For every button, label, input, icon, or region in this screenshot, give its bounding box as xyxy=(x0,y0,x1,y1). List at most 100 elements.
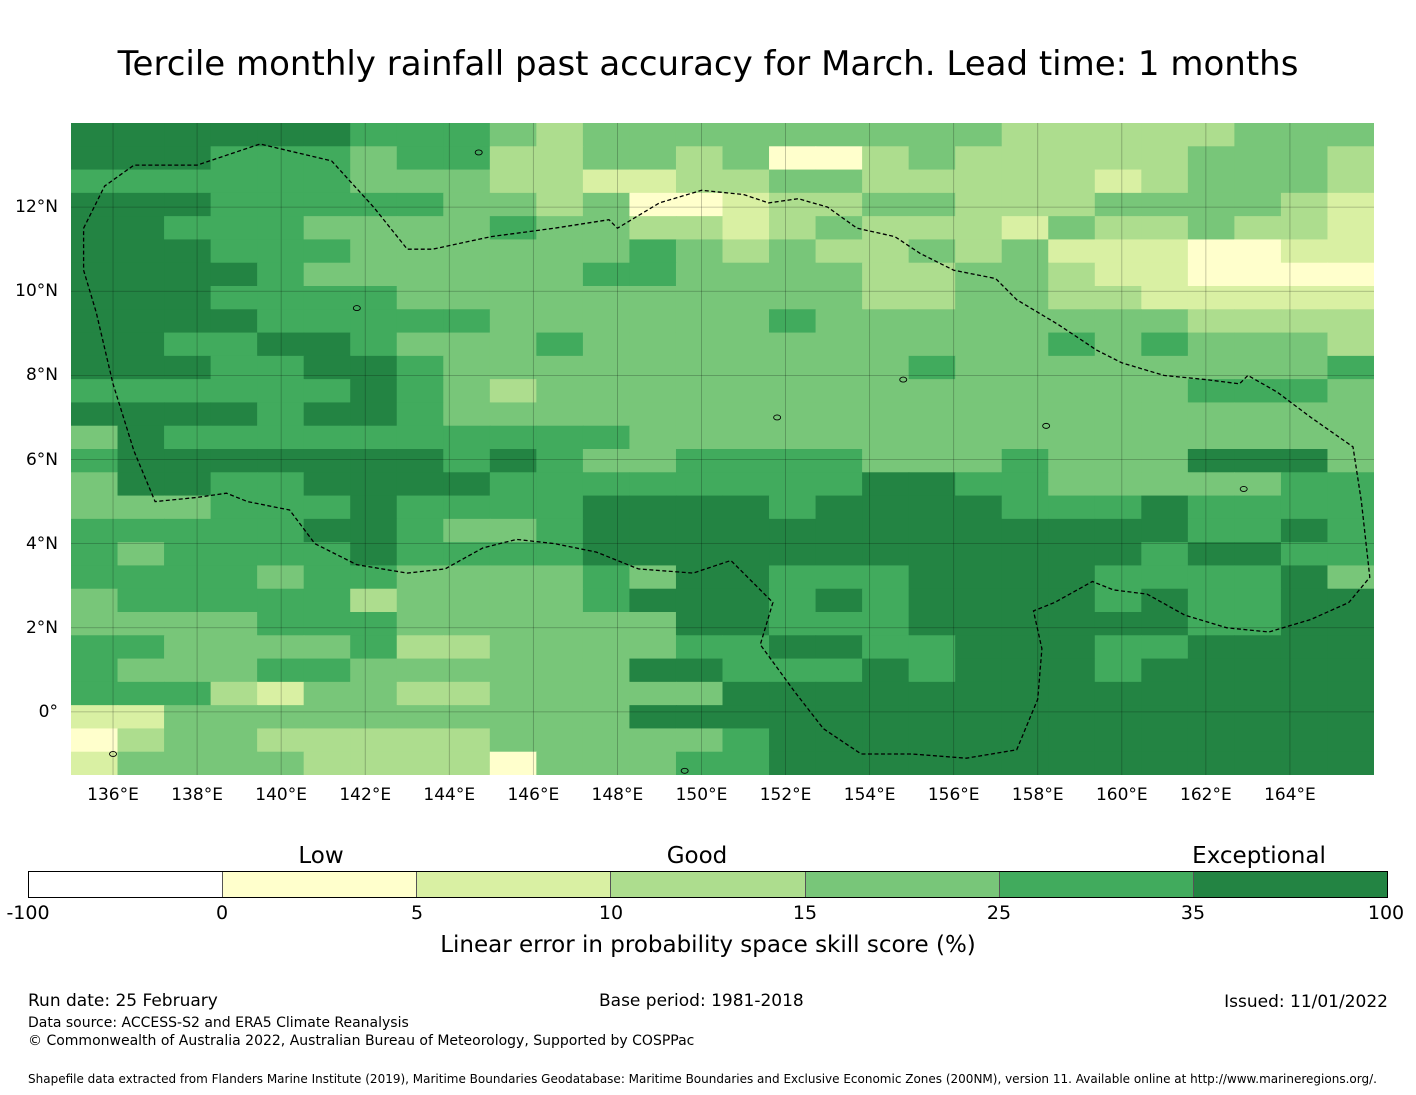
grid-cell xyxy=(71,309,119,334)
grid-cell xyxy=(210,146,258,171)
grid-cell xyxy=(582,565,631,590)
grid-cell xyxy=(675,123,724,147)
grid-cell xyxy=(1094,751,1142,775)
grid-cell xyxy=(1234,542,1282,567)
grid-cell xyxy=(1234,588,1282,613)
grid-cell xyxy=(1141,355,1189,380)
grid-cell xyxy=(862,472,910,497)
grid-cell xyxy=(722,146,770,171)
grid-cell xyxy=(117,169,165,194)
grid-cell xyxy=(1001,425,1049,450)
grid-cell xyxy=(257,449,305,473)
grid-cell xyxy=(443,123,491,147)
grid-cell xyxy=(396,239,444,264)
grid-cell xyxy=(210,239,258,264)
grid-cell xyxy=(675,355,724,380)
grid-cell xyxy=(862,402,910,427)
colorbar-tick: 0 xyxy=(215,902,229,924)
grid-cell xyxy=(71,239,119,264)
grid-cell xyxy=(955,565,1003,590)
grid-cell xyxy=(582,402,631,427)
grid-cell xyxy=(1141,658,1189,683)
grid-cell xyxy=(303,635,351,660)
grid-cell xyxy=(1327,239,1374,264)
grid-cell xyxy=(164,728,212,753)
grid-cell xyxy=(1001,705,1049,730)
grid-cell xyxy=(582,332,631,357)
grid-cell xyxy=(722,449,770,473)
grid-cell xyxy=(908,123,956,147)
grid-cell xyxy=(117,612,165,636)
grid-cell xyxy=(1280,565,1329,590)
grid-cell xyxy=(1187,146,1235,171)
grid-cell xyxy=(257,612,305,636)
grid-cell xyxy=(722,705,770,730)
grid-cell xyxy=(257,705,305,730)
grid-cell xyxy=(1141,216,1189,241)
grid-cell xyxy=(769,262,817,287)
grid-cell xyxy=(955,612,1003,636)
grid-cell xyxy=(769,751,817,775)
map-panel[interactable] xyxy=(71,123,1374,775)
grid-cell xyxy=(675,612,724,636)
colorbar-title: Linear error in probability space skill … xyxy=(440,932,976,958)
grid-cell xyxy=(955,355,1003,380)
grid-cell xyxy=(862,681,910,706)
grid-cell xyxy=(350,658,398,683)
grid-cell xyxy=(350,565,398,590)
grid-cell xyxy=(210,425,258,450)
grid-cell xyxy=(582,518,631,543)
grid-cell xyxy=(1141,192,1189,217)
grid-cell xyxy=(722,565,770,590)
grid-cell xyxy=(1048,286,1096,310)
island-outline xyxy=(352,305,361,312)
grid-cell xyxy=(1001,192,1049,217)
grid-cell xyxy=(722,216,770,241)
grid-cell xyxy=(536,612,584,636)
grid-cell xyxy=(117,472,165,497)
grid-cell xyxy=(71,332,119,357)
grid-cell xyxy=(489,286,537,310)
grid-cell xyxy=(1280,332,1329,357)
grid-cell xyxy=(1187,425,1235,450)
grid-cell xyxy=(675,751,724,775)
grid-cell xyxy=(443,681,491,706)
grid-cell xyxy=(955,332,1003,357)
grid-cell xyxy=(71,612,119,636)
grid-cell xyxy=(1001,658,1049,683)
y-tick-label: 12°N xyxy=(15,197,58,218)
grid-cell xyxy=(908,309,956,334)
grid-cell xyxy=(1280,495,1329,520)
skill-score-map[interactable] xyxy=(71,123,1374,775)
grid-cell xyxy=(350,262,398,287)
grid-cell xyxy=(489,728,537,753)
grid-cell xyxy=(164,192,212,217)
grid-cell xyxy=(1048,262,1096,287)
grid-cell xyxy=(1234,123,1282,147)
y-tick-label: 8°N xyxy=(25,365,58,386)
grid-cell xyxy=(769,355,817,380)
grid-cell xyxy=(1234,472,1282,497)
grid-cell xyxy=(489,705,537,730)
grid-cell xyxy=(303,751,351,775)
grid-cell xyxy=(1141,565,1189,590)
grid-cell xyxy=(117,542,165,567)
grid-cell xyxy=(769,635,817,660)
grid-cell xyxy=(908,286,956,310)
grid-cell xyxy=(1280,123,1329,147)
grid-cell xyxy=(629,239,677,264)
grid-cell xyxy=(1234,169,1282,194)
grid-cell xyxy=(955,681,1003,706)
grid-cell xyxy=(303,262,351,287)
grid-cell xyxy=(71,681,119,706)
grid-cell xyxy=(582,449,631,473)
grid-cell xyxy=(257,123,305,147)
grid-cell xyxy=(117,588,165,613)
grid-cell xyxy=(908,705,956,730)
grid-cell xyxy=(1327,169,1374,194)
grid-cell xyxy=(908,751,956,775)
grid-cell xyxy=(722,588,770,613)
grid-cell xyxy=(955,449,1003,473)
grid-cell xyxy=(71,658,119,683)
grid-cell xyxy=(396,332,444,357)
